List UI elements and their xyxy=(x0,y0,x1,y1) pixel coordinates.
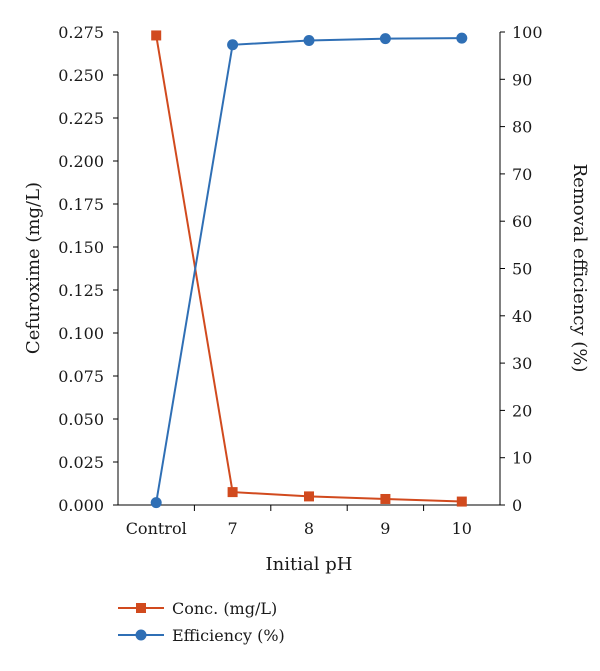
data-point-0 xyxy=(304,491,314,502)
y-tick-label: 0.200 xyxy=(58,152,104,171)
y-axis-ticks: 0.000 0.025 0.050 0.075 0.100 0.125 0.150 0.175… xyxy=(58,23,118,515)
data-point-1 xyxy=(150,497,162,509)
legend: Conc. (mg/L) Efficiency (%) xyxy=(118,599,285,645)
axes xyxy=(117,32,501,506)
y-tick-label: 0.000 xyxy=(58,496,104,515)
legend-label-efficiency: Efficiency (%) xyxy=(172,626,285,645)
x-tick-label: 10 xyxy=(452,519,472,538)
y-tick-label: 0.150 xyxy=(58,238,104,257)
y2-axis-ticks: 0 10 20 30 40 50 60 70 80 90 100 xyxy=(500,23,543,515)
y2-tick-label: 60 xyxy=(512,212,532,231)
y2-axis-title: Removal efficiency (%) xyxy=(569,164,590,373)
y-tick-label: 0.275 xyxy=(58,23,104,42)
y2-tick-label: 0 xyxy=(512,496,522,515)
legend-label-conc: Conc. (mg/L) xyxy=(172,599,277,618)
y2-tick-label: 30 xyxy=(512,354,532,373)
x-tick-label: 7 xyxy=(228,519,238,538)
series-line-1 xyxy=(155,37,462,503)
y2-tick-label: 40 xyxy=(512,307,532,326)
y2-tick-label: 90 xyxy=(512,70,532,89)
y-tick-label: 0.100 xyxy=(58,324,104,343)
y-tick-label: 0.125 xyxy=(58,281,104,300)
y-tick-label: 0.025 xyxy=(58,453,104,472)
y-tick-label: 0.250 xyxy=(58,66,104,85)
y2-tick-label: 80 xyxy=(512,118,532,137)
data-point-1 xyxy=(303,35,315,47)
series-line-0 xyxy=(155,35,462,503)
y-tick-label: 0.225 xyxy=(58,109,104,128)
legend-marker-efficiency xyxy=(135,629,147,641)
y-tick-label: 0.075 xyxy=(58,367,104,386)
y2-tick-label: 100 xyxy=(512,23,543,42)
x-axis-ticks: Control 7 8 9 10 xyxy=(126,505,472,538)
x-tick-label: 9 xyxy=(380,519,390,538)
data-point-1 xyxy=(379,33,391,45)
data-point-1 xyxy=(227,39,239,51)
x-axis-title: Initial pH xyxy=(266,554,353,575)
y2-tick-label: 20 xyxy=(512,401,532,420)
series-layer xyxy=(150,30,468,509)
y-tick-label: 0.175 xyxy=(58,195,104,214)
data-point-1 xyxy=(456,32,468,44)
x-tick-label: Control xyxy=(126,519,187,538)
y2-tick-label: 10 xyxy=(512,449,532,468)
y-tick-label: 0.050 xyxy=(58,410,104,429)
y2-tick-label: 50 xyxy=(512,260,532,279)
data-point-0 xyxy=(227,487,238,498)
legend-marker-conc xyxy=(136,603,146,613)
data-point-0 xyxy=(380,493,391,504)
y2-tick-label: 70 xyxy=(512,165,532,184)
y-axis-title: Cefuroxime (mg/L) xyxy=(23,182,44,354)
data-point-0 xyxy=(151,30,162,41)
data-point-0 xyxy=(456,496,467,507)
x-tick-label: 8 xyxy=(304,519,314,538)
